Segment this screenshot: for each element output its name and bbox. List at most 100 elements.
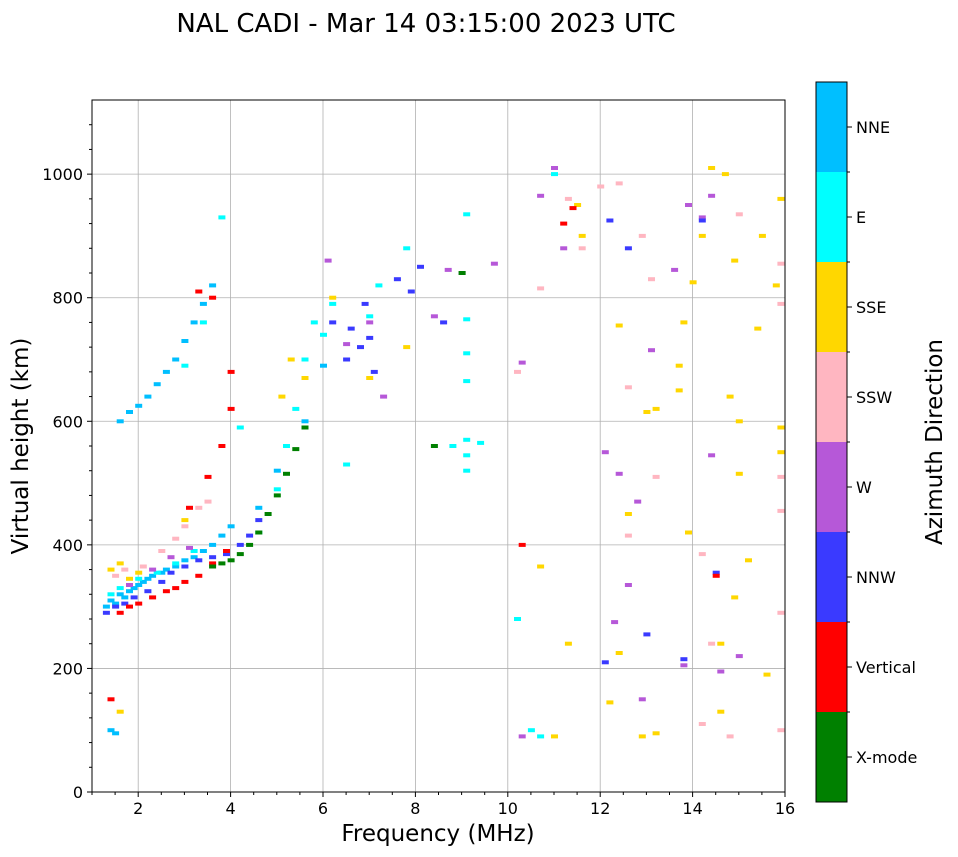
data-point-nne: [158, 570, 166, 575]
data-point-sse: [624, 512, 632, 516]
data-point-nnw: [246, 533, 254, 538]
data-point-w: [167, 555, 175, 560]
data-point-ssw: [564, 196, 572, 201]
data-point-e: [181, 363, 189, 368]
data-point-vertical: [195, 573, 203, 578]
data-point-ssw: [195, 505, 203, 510]
data-point-ssw: [652, 474, 660, 479]
data-point-w: [560, 246, 568, 251]
data-point-e: [292, 406, 300, 411]
data-point-nnw: [144, 589, 152, 594]
data-point-sse: [689, 280, 697, 285]
data-point-nnw: [130, 595, 138, 600]
data-point-sse: [287, 357, 295, 362]
x-axis-ticks: 2 4 6 8 10 12 14 16: [91, 792, 795, 818]
data-point-sse: [403, 345, 411, 350]
y-tick-label: 400: [52, 536, 83, 555]
data-point-w: [671, 267, 679, 272]
data-point-sse: [675, 388, 683, 393]
colorbar-label: E: [856, 208, 866, 227]
data-point-ssw: [204, 499, 212, 504]
data-point-ssw: [777, 261, 785, 266]
data-point-nnw: [167, 570, 175, 575]
plot-frame: [91, 99, 786, 793]
data-point-w: [615, 471, 623, 476]
data-point-w: [366, 320, 374, 325]
data-point-ssw: [777, 610, 785, 615]
data-point-sse: [551, 734, 558, 739]
data-point-w: [717, 669, 725, 674]
data-point-sse: [638, 734, 646, 739]
data-point-vertical: [223, 549, 230, 553]
data-point-sse: [777, 196, 785, 201]
data-point-vertical: [209, 295, 217, 300]
data-point-ssw: [158, 549, 166, 553]
data-point-nne: [112, 601, 120, 606]
x-tick-label: 8: [410, 799, 420, 818]
data-point-vertical: [712, 573, 720, 578]
data-point-nnw: [181, 564, 189, 569]
data-point-sse: [615, 651, 623, 655]
data-point-sse: [126, 576, 133, 581]
data-point-vertical: [186, 505, 193, 510]
data-point-w: [537, 193, 545, 198]
data-point-nne: [102, 604, 110, 609]
data-point-nne: [139, 579, 147, 584]
data-point-w: [634, 499, 642, 504]
colorbar-label: NNE: [856, 118, 890, 137]
data-point-nne: [227, 524, 235, 529]
colorbar-segment: [816, 442, 847, 532]
data-point-e: [236, 425, 244, 430]
y-tick-label: 1000: [42, 165, 83, 184]
data-point-e: [199, 320, 207, 325]
data-point-ssw: [777, 508, 785, 513]
data-point-ssw: [514, 369, 521, 374]
data-point-sse: [735, 419, 743, 424]
data-point-nne: [116, 592, 124, 597]
data-point-x-mode: [209, 564, 217, 569]
data-point-x-mode: [283, 471, 290, 476]
data-point-nne: [181, 339, 189, 343]
data-point-e: [107, 592, 115, 597]
data-point-sse: [731, 258, 739, 263]
data-point-sse: [717, 641, 725, 646]
data-point-vertical: [172, 586, 180, 591]
data-point-vertical: [518, 542, 526, 547]
data-point-ssw: [139, 564, 147, 569]
data-point-ssw: [698, 722, 706, 726]
data-point-e: [463, 212, 471, 217]
data-point-nnw: [361, 301, 369, 306]
data-point-sse: [107, 567, 115, 572]
data-point-sse: [717, 709, 725, 714]
data-point-e: [320, 332, 327, 337]
data-point-sse: [777, 425, 785, 430]
colorbar-segment: [816, 352, 847, 442]
data-point-nnw: [343, 357, 351, 362]
data-point-e: [537, 734, 545, 739]
data-point-nnw: [440, 320, 448, 325]
data-point-ssw: [578, 246, 586, 251]
data-point-e: [329, 301, 337, 306]
data-point-nne: [320, 363, 327, 368]
data-point-nne: [162, 567, 170, 572]
data-point-sse: [772, 283, 780, 288]
colorbar-segment: [816, 532, 847, 622]
data-point-nne: [130, 586, 138, 591]
data-point-e: [477, 440, 485, 445]
data-point-sse: [181, 518, 189, 523]
data-point-nne: [112, 731, 120, 736]
grid: [92, 100, 786, 793]
data-point-sse: [652, 731, 660, 736]
data-point-nnw: [209, 555, 217, 560]
y-axis-ticks: 0 200 400 600 800 1000: [42, 124, 92, 802]
data-point-e: [116, 586, 124, 591]
data-point-w: [444, 267, 452, 272]
data-point-sse: [675, 363, 683, 368]
data-point-nnw: [329, 320, 337, 325]
data-point-w: [611, 620, 619, 625]
colorbar-label: SSW: [856, 388, 892, 407]
colorbar-segment: [816, 262, 847, 352]
data-point-x-mode: [292, 447, 300, 452]
data-point-nne: [126, 589, 133, 594]
